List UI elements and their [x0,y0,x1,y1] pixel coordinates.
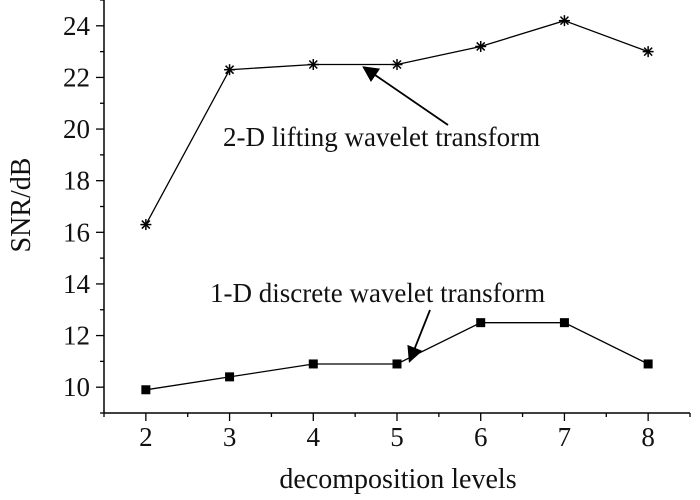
marker-stroke [392,60,402,70]
y-tick-label: 10 [63,372,90,402]
data-point [558,15,570,27]
annotation-arrow-1 [362,66,449,126]
marker-stroke [476,41,486,51]
data-point [391,59,403,71]
data-point [225,372,235,382]
y-tick-label: 22 [63,62,90,92]
data-point [140,219,152,231]
marker-stroke [225,65,235,75]
data-point [559,318,569,328]
x-tick-label: 2 [139,422,153,452]
x-tick-label: 4 [307,422,321,452]
data-point [392,359,402,369]
series-line [145,322,649,391]
x-tick-label: 7 [558,422,572,452]
y-tick-label: 20 [63,114,90,144]
y-axis-title: SNR/dB [6,158,37,253]
data-point [141,385,151,395]
x-axis-title: decomposition levels [279,464,516,495]
data-point [475,40,487,52]
y-tick-label: 14 [63,269,91,299]
marker-stroke [141,220,151,230]
marker-stroke [559,16,569,26]
series-layer [140,15,654,395]
annotation-arrow-2 [407,309,431,363]
data-point [643,359,653,369]
y-tick-label: 18 [63,166,90,196]
y-tick-label: 24 [63,11,91,41]
x-tick-label: 5 [390,422,404,452]
y-tick-label: 16 [63,217,90,247]
y-tick-label: 12 [63,321,90,351]
series-1 [140,15,654,231]
data-point [476,318,486,328]
x-tick-label: 3 [223,422,237,452]
data-point [307,59,319,71]
axes: 2 3 4 5 6 7 8 10 12 14 16 18 20 22 24 [63,0,691,452]
data-point [642,46,654,58]
x-tick-label: 6 [474,422,488,452]
marker-stroke [308,60,318,70]
annotation-layer: 2-D lifting wavelet transform 1-D discret… [210,66,545,363]
annotation-label-1: 2-D lifting wavelet transform [223,122,540,152]
marker-stroke [643,47,653,57]
data-point [224,64,236,76]
series-2 [141,318,653,395]
annotation-label-2: 1-D discrete wavelet transform [210,278,545,308]
x-tick-label: 8 [641,422,655,452]
data-point [308,359,318,369]
